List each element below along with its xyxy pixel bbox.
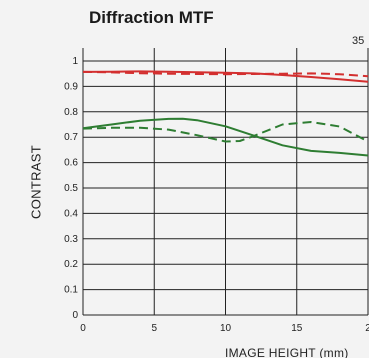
x-tick-label: 0 — [80, 323, 86, 334]
x-tick-label: 5 — [151, 323, 157, 334]
y-tick-label: 0.1 — [64, 285, 78, 296]
chart-title: Diffraction MTF — [89, 8, 214, 27]
y-tick-label: 0.8 — [64, 107, 78, 118]
x-tick-label: 10 — [220, 323, 232, 334]
y-tick-label: 0.7 — [64, 132, 78, 143]
series-line-2 — [82, 70, 369, 78]
y-tick-label: 0.5 — [64, 183, 78, 194]
y-tick-label: 0.3 — [64, 234, 78, 245]
y-tick-label: 0.6 — [64, 158, 78, 169]
x-tick-label: 2 — [365, 323, 369, 334]
x-axis-title: IMAGE HEIGHT (mm) — [225, 346, 349, 358]
x-tick-label: 15 — [291, 323, 303, 334]
y-tick-label: 0.2 — [64, 259, 78, 270]
corner-label: 35 — [352, 35, 365, 47]
y-tick-label: 1 — [72, 56, 78, 67]
series-line-1 — [82, 70, 369, 83]
y-tick-label: 0.4 — [64, 208, 78, 219]
y-tick-label: 0 — [72, 310, 78, 321]
series-line-3 — [82, 117, 369, 157]
y-tick-label: 0.9 — [64, 81, 78, 92]
